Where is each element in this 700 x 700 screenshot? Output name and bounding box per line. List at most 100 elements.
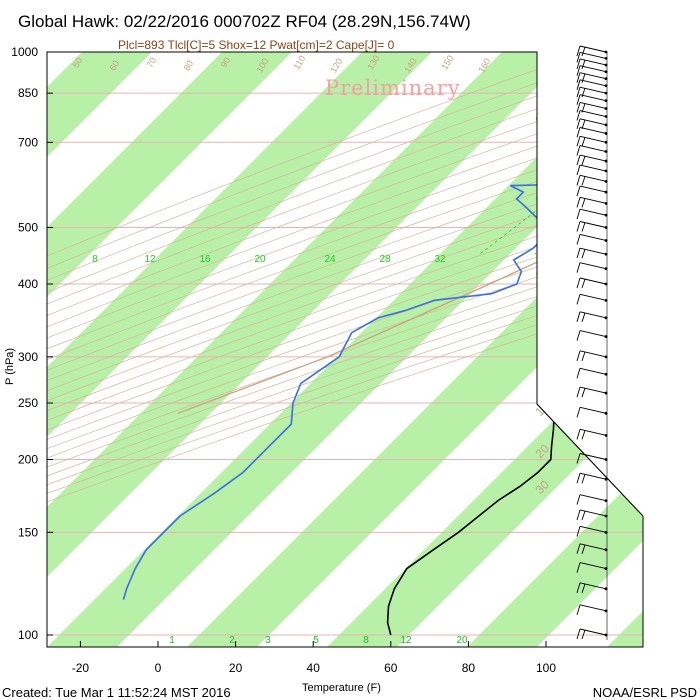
y-tick-label: 100 — [18, 628, 38, 642]
plot-area: 8121620242832123581220302010010203050607… — [47, 52, 643, 647]
wind-barb-flag — [581, 387, 586, 398]
wind-barb — [579, 72, 607, 80]
wind-barb-dot — [604, 252, 608, 256]
wind-barb-flag — [576, 311, 581, 322]
wind-barb — [579, 262, 607, 270]
x-tick-label: 60 — [384, 661, 398, 675]
wind-barb-dot — [604, 316, 608, 320]
wind-barb-dot — [604, 567, 608, 570]
wind-barb — [579, 406, 607, 414]
wind-barb-flag — [581, 312, 586, 322]
wind-barb-flag — [576, 118, 581, 129]
wind-barb-flag — [576, 628, 581, 640]
wind-barb-dot — [604, 57, 608, 60]
wind-barb-flag — [581, 583, 586, 593]
wind-barb — [579, 118, 607, 126]
wind-barb-dot — [604, 190, 608, 194]
wind-barb-flag — [576, 368, 581, 379]
y-tick-label: 150 — [18, 525, 38, 539]
wind-barb-flag — [576, 262, 581, 273]
mixing-ratio-bottom-label: 5 — [313, 635, 319, 646]
wind-barb-dot — [604, 226, 608, 229]
wind-barb-flag — [576, 136, 581, 147]
wind-barb-dot — [604, 499, 608, 503]
dry-adiabat-label: 60 — [108, 59, 122, 73]
dry-adiabat — [47, 261, 643, 468]
wind-barb-dot — [604, 391, 608, 395]
wind-barb-flag — [576, 185, 581, 197]
y-tick-label: 1000 — [11, 45, 38, 59]
mixing-ratio-bottom-label: 3 — [265, 635, 271, 646]
wind-barb-flag — [576, 526, 581, 537]
wind-barb-flag — [576, 473, 581, 484]
wind-barb-dot — [604, 335, 608, 338]
wind-barb-flag — [576, 209, 581, 220]
isotherm-stripe — [47, 52, 292, 297]
wind-barb-dot — [604, 587, 608, 591]
wind-barb-dot — [604, 411, 608, 415]
wind-barb-flag — [576, 52, 581, 63]
wind-barb — [579, 604, 607, 612]
wind-barb-flag — [576, 65, 581, 76]
isotherm-stripe — [47, 52, 432, 437]
dry-adiabat — [47, 97, 643, 316]
wind-barb-flag — [576, 79, 581, 90]
footer-created: Created: Tue Mar 1 11:52:24 MST 2016 — [2, 685, 231, 700]
wind-barb-dot — [604, 548, 608, 552]
isotherm-stripe — [47, 52, 152, 158]
wind-barb-flag — [581, 544, 586, 554]
dry-adiabat — [47, 145, 643, 360]
wind-barb-dot — [604, 169, 608, 173]
isotherm-stripe — [467, 471, 643, 647]
plot-frame — [46, 51, 700, 648]
wind-barb-flag — [576, 145, 581, 156]
wind-barb — [579, 525, 607, 533]
wind-barb — [579, 154, 607, 162]
wind-barb-flag — [581, 278, 586, 289]
dry-adiabat — [47, 52, 587, 257]
dry-adiabat — [47, 290, 643, 494]
wind-barb-dot — [604, 213, 608, 217]
wind-barb-flag — [576, 582, 581, 593]
wind-barb-dot — [604, 530, 608, 534]
wind-barb — [579, 145, 607, 152]
mixing-ratio-bottom-label: 12 — [400, 635, 412, 646]
wind-barb — [579, 453, 607, 460]
wind-barb — [579, 367, 607, 375]
wind-barb — [579, 196, 607, 204]
wind-barb — [579, 164, 607, 172]
wind-barb-dot — [604, 433, 608, 437]
dry-adiabat — [47, 271, 643, 477]
mixing-ratio-bottom-label: 1 — [169, 635, 175, 646]
wind-barb — [579, 45, 607, 53]
wind-barb-flag — [576, 72, 581, 83]
dry-adiabat — [47, 200, 643, 412]
wind-barb-flag — [581, 249, 586, 259]
wind-barb-dot — [604, 159, 608, 163]
wind-barb — [579, 350, 607, 358]
y-tick-label: 250 — [18, 396, 38, 410]
wind-barb-flag — [581, 119, 586, 129]
dry-adiabat — [47, 109, 643, 328]
wind-barb-dot — [604, 633, 608, 637]
wind-barb-flag — [576, 94, 581, 105]
parcel-path — [177, 209, 643, 414]
wind-barb-dot — [604, 91, 608, 95]
dry-adiabat-label: 90 — [219, 56, 233, 70]
wind-barb-flag — [581, 176, 586, 186]
wind-barb — [579, 509, 607, 517]
mixing-ratio-label: 12 — [144, 254, 156, 265]
wind-barb — [579, 102, 607, 109]
wind-barb-flag — [576, 509, 581, 521]
wind-barb-dot — [604, 298, 608, 302]
wind-barb-dot — [604, 84, 608, 88]
wind-barb-flag — [581, 474, 586, 484]
wind-barb — [579, 79, 607, 87]
mixing-ratio-label: 8 — [92, 254, 98, 265]
wind-barb — [579, 543, 607, 551]
wind-barb — [579, 126, 607, 134]
wind-barb — [579, 330, 607, 338]
dry-adiabat — [47, 232, 643, 440]
dry-adiabat — [47, 121, 643, 339]
